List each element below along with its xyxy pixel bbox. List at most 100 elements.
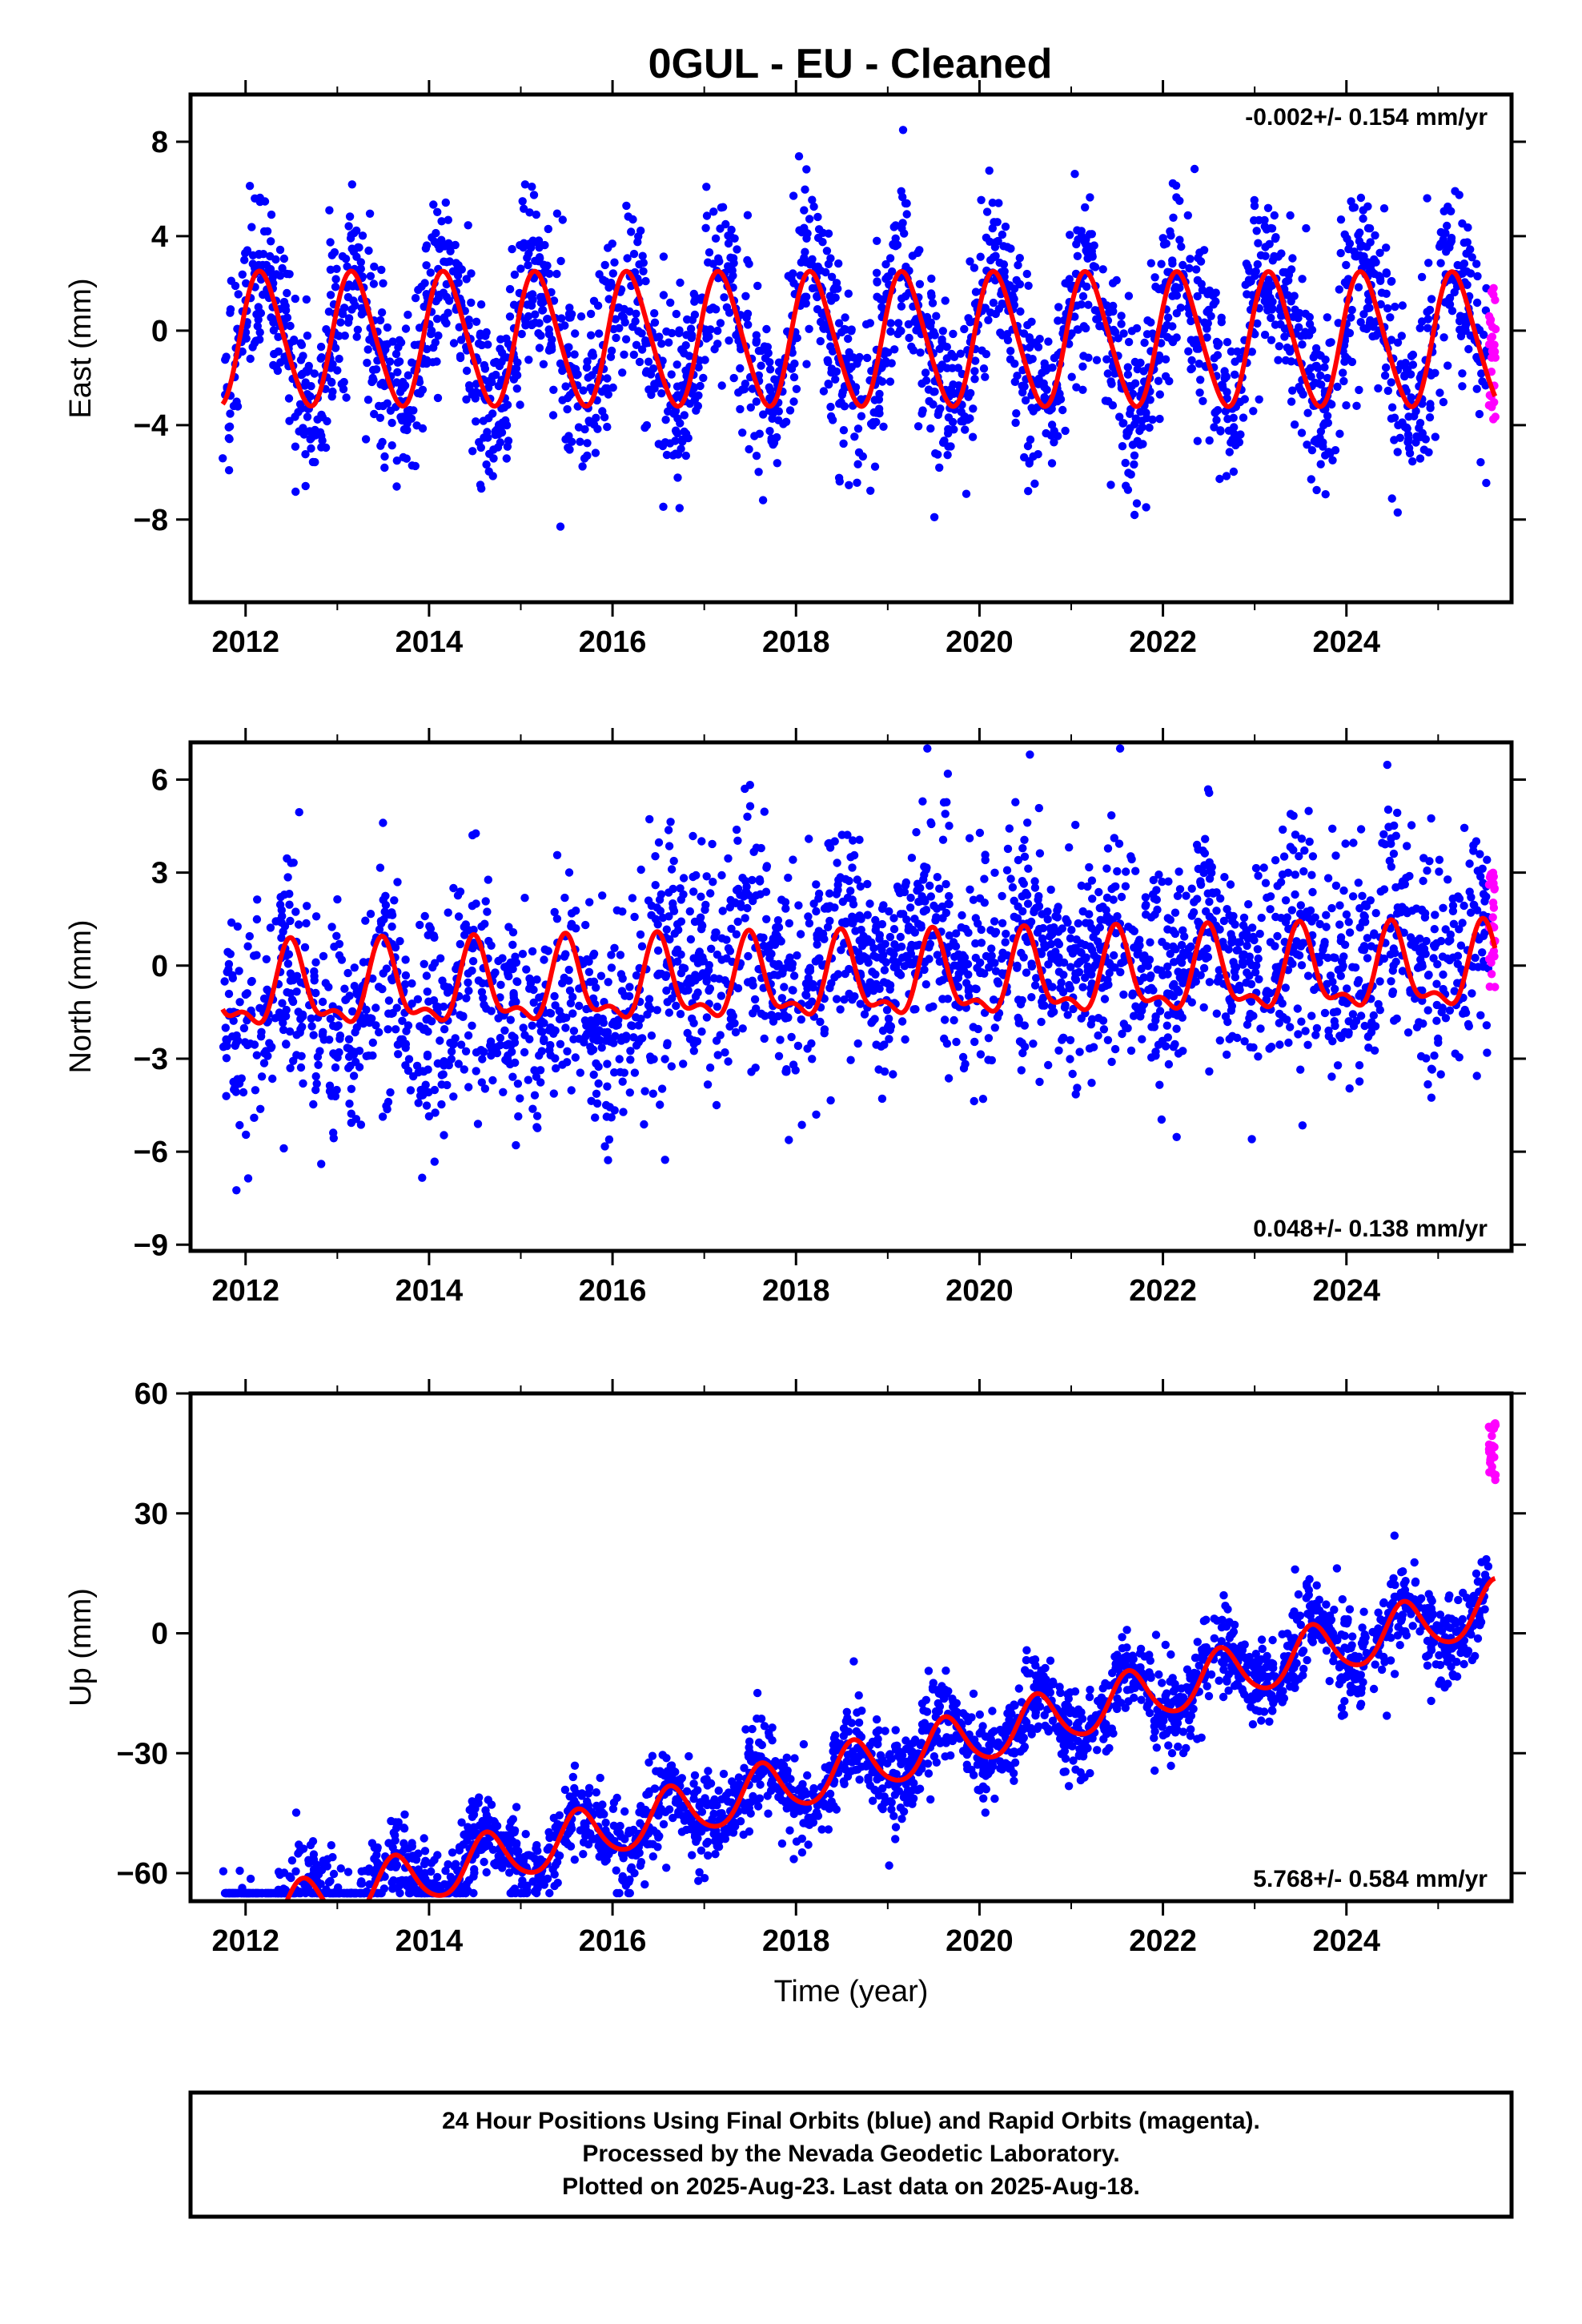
final-orbit-point [880,1067,889,1076]
final-orbit-point [750,995,760,1004]
final-orbit-point [814,894,823,903]
final-orbit-point [534,329,543,338]
final-orbit-point [583,451,592,460]
final-orbit-point [826,412,836,421]
final-orbit-point [283,873,292,882]
final-orbit-point [331,1092,340,1101]
final-orbit-point [804,912,813,921]
final-orbit-point [1225,448,1235,456]
final-orbit-point [1207,862,1217,871]
final-orbit-point [1176,954,1185,963]
final-orbit-point [1439,970,1447,979]
final-orbit-point [1387,494,1396,503]
final-orbit-point [243,942,252,951]
final-orbit-point [813,212,822,222]
final-orbit-point [776,1035,785,1044]
final-orbit-point [765,427,774,436]
final-orbit-point [278,263,287,273]
final-orbit-point [1288,254,1297,263]
final-orbit-point [283,854,291,863]
final-orbit-point [752,397,761,406]
east-panel: 2012 2014 2016 2018 2020 2022 2024−8−4048East … [64,80,1526,659]
final-orbit-point [1477,369,1486,378]
final-orbit-point [1407,393,1415,402]
final-orbit-point [488,472,497,480]
final-orbit-point [725,336,733,345]
final-orbit-point [1212,1009,1222,1018]
final-orbit-point [1183,211,1193,220]
final-orbit-point [907,940,916,950]
final-orbit-point [461,1047,471,1056]
final-orbit-point [326,238,335,247]
final-orbit-point [1303,1040,1312,1050]
final-orbit-point [1472,259,1481,268]
final-orbit-point [680,411,689,420]
final-orbit-point [637,942,647,951]
final-orbit-point [702,1013,712,1022]
final-orbit-point [924,385,934,394]
final-orbit-point [433,207,442,216]
final-orbit-point [1323,953,1332,963]
final-orbit-point [1281,896,1291,905]
final-orbit-point [1261,879,1271,887]
final-orbit-point [581,920,590,930]
final-orbit-point [763,343,772,352]
final-orbit-point [375,1027,383,1037]
final-orbit-point [472,388,480,396]
final-orbit-point [950,952,959,962]
final-orbit-point [1274,356,1283,364]
final-orbit-point [1185,309,1194,319]
final-orbit-point [893,968,903,978]
final-orbit-point [885,271,893,281]
final-orbit-point [413,995,423,1004]
final-orbit-point [989,995,998,1004]
final-orbit-point [805,215,814,223]
final-orbit-point [1393,338,1403,347]
final-orbit-point [233,1075,242,1084]
final-orbit-point [853,460,862,468]
final-orbit-point [1205,897,1214,907]
final-orbit-point [966,257,974,266]
final-orbit-point [449,339,459,348]
final-orbit-point [1154,356,1163,365]
final-orbit-point [291,294,299,304]
final-orbit-point [338,309,347,318]
final-orbit-point [981,304,990,312]
final-orbit-point [1046,431,1056,440]
final-orbit-point [935,884,944,893]
final-orbit-point [1418,996,1427,1005]
final-orbit-point [591,448,600,457]
final-orbit-point [917,892,926,901]
final-orbit-point [853,478,861,487]
final-orbit-point [679,1059,688,1068]
final-orbit-point [781,904,790,913]
final-orbit-point [1131,866,1140,875]
final-orbit-point [1298,340,1307,349]
final-orbit-point [833,858,841,867]
final-orbit-point [394,1039,404,1049]
final-orbit-point [1391,883,1400,892]
final-orbit-point [782,1068,791,1076]
final-orbit-point [1071,1090,1080,1099]
final-orbit-point [286,321,295,331]
final-orbit-point [1297,1017,1306,1026]
final-orbit-point [1371,909,1380,918]
final-orbit-point [981,850,990,859]
final-orbit-point [225,422,235,431]
final-orbit-point [923,744,932,753]
final-orbit-point [926,424,935,433]
final-orbit-point [1375,977,1384,986]
final-orbit-point [1309,353,1318,362]
final-orbit-point [1048,363,1057,372]
final-orbit-point [1104,308,1114,317]
final-orbit-point [1412,432,1421,441]
final-orbit-point [598,407,607,416]
final-orbit-point [694,391,703,400]
final-orbit-point [315,1047,324,1055]
final-orbit-point [984,316,993,324]
final-orbit-point [455,323,464,332]
final-orbit-point [551,1054,560,1063]
final-orbit-point [1243,1020,1252,1029]
final-orbit-point [1342,401,1351,410]
final-orbit-point [332,1085,341,1095]
